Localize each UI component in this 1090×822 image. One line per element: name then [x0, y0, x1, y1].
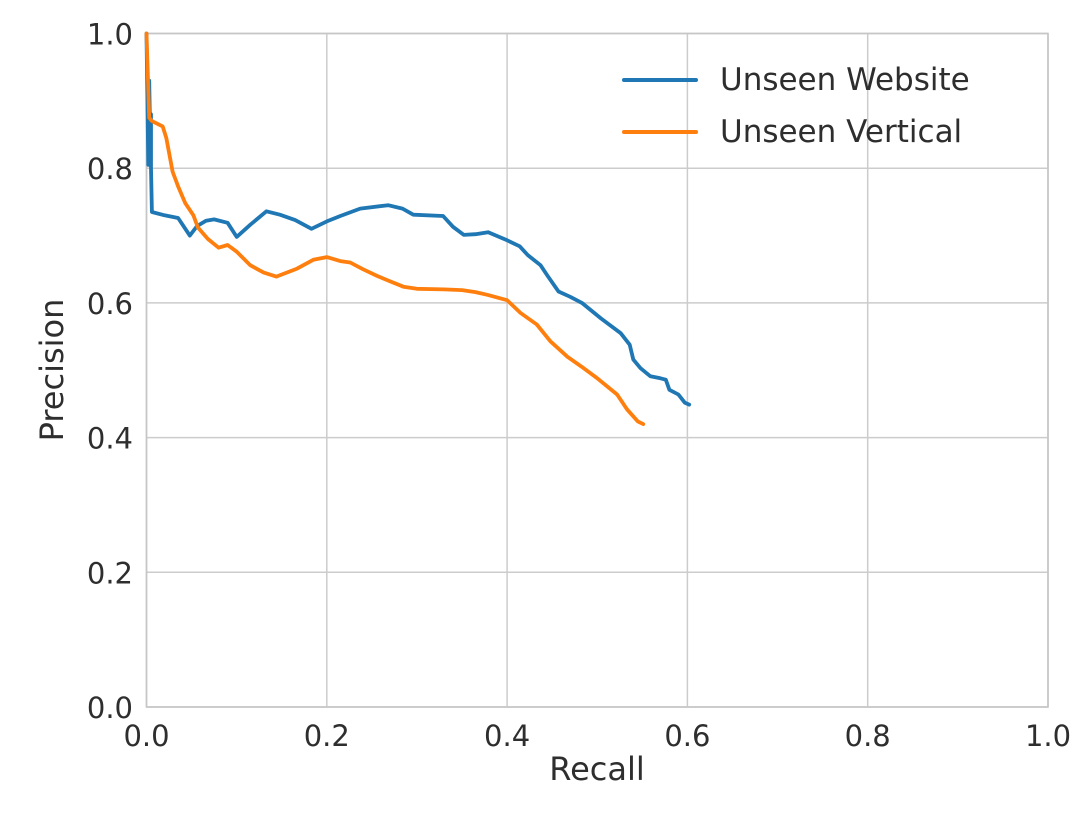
legend-line-swatch-blue — [622, 78, 698, 82]
y-tick-label: 0.6 — [87, 287, 133, 321]
x-axis-label: Recall — [549, 750, 645, 788]
plot-border — [145, 32, 1049, 708]
y-axis-label: Precision — [33, 298, 71, 442]
legend-label: Unseen Vertical — [720, 114, 963, 150]
y-tick-label: 0.2 — [87, 556, 133, 590]
x-tick-label: 0.4 — [484, 719, 530, 753]
legend-entry-unseen-vertical: Unseen Vertical — [622, 110, 970, 154]
y-tick-label: 1.0 — [87, 18, 133, 52]
legend-label: Unseen Website — [720, 62, 970, 98]
x-tick-label: 0.6 — [664, 719, 710, 753]
legend-entry-unseen-website: Unseen Website — [622, 58, 970, 102]
series-line-unseen-website — [144, 31, 692, 407]
legend-line-swatch-orange — [622, 130, 698, 134]
y-tick-label: 0.0 — [87, 691, 133, 725]
y-tick-label: 0.4 — [87, 422, 133, 456]
x-tick-label: 0.0 — [123, 719, 169, 753]
x-tick-label: 0.8 — [845, 719, 891, 753]
series-line-unseen-vertical — [144, 31, 646, 427]
legend: Unseen Website Unseen Vertical — [622, 58, 970, 154]
x-tick-label: 0.2 — [304, 719, 350, 753]
y-tick-label: 0.8 — [87, 152, 133, 186]
x-tick-label: 1.0 — [1025, 719, 1071, 753]
